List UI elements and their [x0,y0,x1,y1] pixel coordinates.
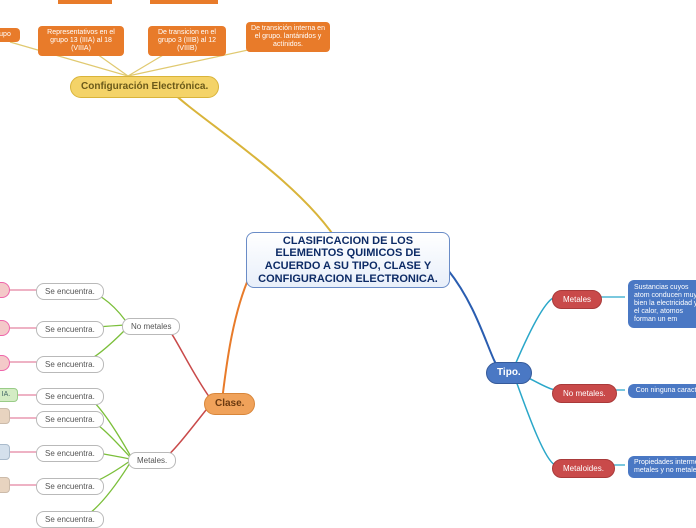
se-2: Se encuentra. [36,321,104,338]
top-box-4: De transición interna en el grupo. lantá… [246,22,330,52]
clase-metales: Metales. [128,452,176,469]
se-7: Se encuentra. [36,478,104,495]
tipo-node: Tipo. [486,362,532,384]
se-1: Se encuentra. [36,283,104,300]
leftpartial-ia: o IA. [0,388,18,402]
metales-desc: Sustancias cuyos atom conducen muy bien … [628,280,696,328]
clase-node: Clase. [204,393,255,415]
metales-node: Metales [552,290,602,309]
leftpartial-5 [0,408,10,424]
nometales-desc: Con ninguna caracte [628,384,696,398]
metaloides-desc: Propiedades interme metales y no metale [628,456,696,478]
config-electronica-node: Configuración Electrónica. [70,76,219,98]
nometales-node: No metales. [552,384,617,403]
top-box-2: Representativos en el grupo 13 (IIIA) al… [38,26,124,56]
se-5: Se encuentra. [36,411,104,428]
top-box-1: upo [0,28,20,42]
se-3: Se encuentra. [36,356,104,373]
se-4: Se encuentra. [36,388,104,405]
leftpartial-6 [0,444,10,460]
center-node: CLASIFICACION DE LOS ELEMENTOS QUIMICOS … [246,232,450,288]
clase-nometales: No metales [122,318,180,335]
metaloides-node: Metaloides. [552,459,615,478]
se-6: Se encuentra. [36,445,104,462]
leftpartial-7 [0,477,10,493]
top-box-3: De transicion en el grupo 3 (IIIB) al 12… [148,26,226,56]
